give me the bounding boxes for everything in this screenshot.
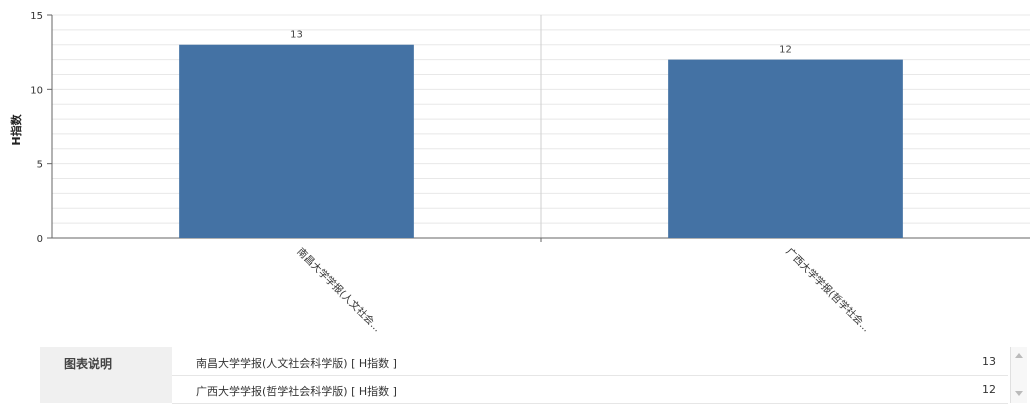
bar[interactable] <box>179 44 414 238</box>
legend-title-text: 图表说明 <box>64 357 113 371</box>
legend-title: 图表说明 <box>40 347 172 403</box>
legend-row-name: 广西大学学报(哲学社会科学版) [ H指数 ] <box>196 385 397 398</box>
x-tick-label: 南昌大学学报(人文社会... <box>294 245 383 334</box>
y-tick-label: 15 <box>30 11 43 22</box>
y-axis-label: H指数 <box>9 113 23 145</box>
legend-row[interactable]: 广西大学学报(哲学社会科学版) [ H指数 ] 12 <box>172 375 1008 404</box>
legend-rows: 南昌大学学报(人文社会科学版) [ H指数 ] 13 广西大学学报(哲学社会科学… <box>172 347 1008 404</box>
bar[interactable] <box>668 59 903 238</box>
bar-value-label: 12 <box>779 45 792 56</box>
bar-value-label: 13 <box>290 30 303 41</box>
chart-legend-panel: 图表说明 南昌大学学报(人文社会科学版) [ H指数 ] 13 广西大学学报(哲… <box>40 347 1027 404</box>
legend-scrollbar[interactable] <box>1010 347 1027 403</box>
y-tick-label: 10 <box>30 85 43 96</box>
scroll-down-icon[interactable] <box>1015 391 1023 396</box>
legend-row-name: 南昌大学学报(人文社会科学版) [ H指数 ] <box>196 357 397 370</box>
y-tick-label: 0 <box>37 234 43 245</box>
legend-row-value: 13 <box>982 355 996 368</box>
legend-row-value: 12 <box>982 383 996 396</box>
legend-row[interactable]: 南昌大学学报(人文社会科学版) [ H指数 ] 13 <box>172 347 1008 376</box>
scroll-up-icon[interactable] <box>1015 353 1023 358</box>
x-tick-label: 广西大学学报(哲学社会... <box>783 245 872 334</box>
y-tick-label: 5 <box>37 160 43 171</box>
